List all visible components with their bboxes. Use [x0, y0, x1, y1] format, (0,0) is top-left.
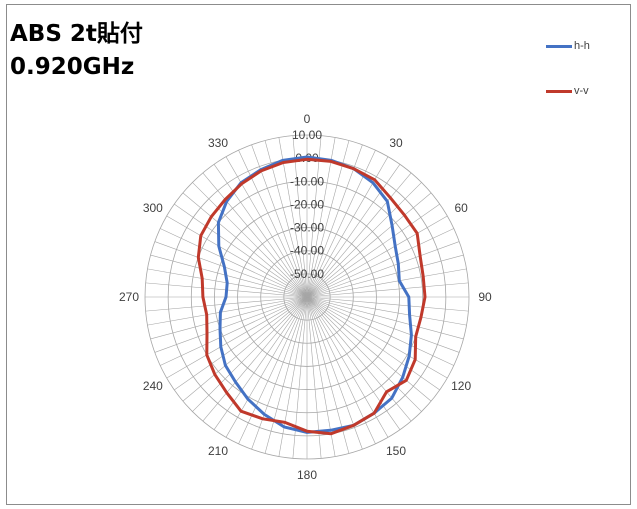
spoke-gridline	[306, 282, 469, 298]
spoke-gridline	[306, 296, 363, 450]
spoke-gridline	[174, 296, 308, 391]
angle-tick-label: 180	[297, 468, 317, 482]
radial-tick-label: -50.00	[290, 267, 324, 281]
spoke-gridline	[306, 296, 448, 379]
spoke-gridline	[160, 296, 308, 366]
spoke-gridline	[306, 215, 448, 298]
spoke-gridline	[202, 172, 308, 298]
ring-gridline	[144, 134, 470, 460]
spoke-gridline	[174, 203, 308, 298]
spoke-gridline	[147, 296, 308, 326]
spoke-gridline	[251, 296, 308, 450]
spoke-gridline	[213, 164, 308, 298]
spoke-gridline	[306, 137, 336, 298]
spoke-gridline	[306, 296, 412, 422]
spoke-gridline	[292, 296, 308, 459]
spoke-gridline	[154, 296, 308, 353]
ring-gridline	[260, 250, 354, 344]
radial-tick-label: -10.00	[290, 174, 324, 188]
angle-tick-label: 300	[143, 201, 163, 215]
chart-title-line2: 0.920GHz	[10, 54, 135, 80]
chart-title-line1: ABS 2t貼付	[10, 21, 143, 47]
ring-gridline	[237, 227, 377, 367]
legend-label-v-v: v-v	[574, 85, 589, 97]
spoke-gridline	[166, 215, 308, 298]
spoke-gridline	[182, 296, 308, 402]
spoke-gridline	[150, 254, 308, 298]
spoke-gridline	[306, 268, 467, 298]
spoke-gridline	[225, 296, 308, 438]
spoke-gridline	[264, 296, 308, 454]
spoke-gridline	[306, 192, 432, 298]
spoke-gridline	[306, 296, 454, 366]
spoke-gridline	[160, 228, 308, 298]
spoke-gridline	[292, 135, 308, 298]
spoke-gridline	[306, 296, 460, 353]
legend-item-v-v: v-v	[546, 84, 589, 98]
spoke-gridline	[306, 241, 460, 298]
spoke-gridline	[278, 137, 308, 298]
ring-gridline	[283, 273, 331, 321]
radial-tick-label: -30.00	[290, 221, 324, 235]
series-line-v-v	[196, 157, 427, 436]
spoke-gridline	[154, 241, 308, 298]
spoke-gridline	[306, 203, 440, 298]
spoke-gridline	[306, 296, 464, 340]
angle-tick-label: 330	[208, 136, 228, 150]
spoke-gridline	[306, 135, 322, 298]
spoke-gridline	[213, 296, 308, 430]
angle-tick-label: 30	[389, 136, 403, 150]
angle-tick-label: 0	[304, 112, 311, 126]
angle-tick-label: 90	[478, 290, 492, 304]
spoke-gridline	[166, 296, 308, 379]
spoke-gridline	[306, 228, 454, 298]
angle-tick-label: 120	[451, 379, 471, 393]
legend-item-h-h: h-h	[546, 39, 590, 53]
spoke-gridline	[306, 296, 322, 459]
legend-line-v-v	[546, 89, 572, 93]
spoke-gridline	[192, 182, 308, 298]
spoke-gridline	[306, 296, 469, 312]
spoke-gridline	[306, 182, 422, 298]
spoke-gridline	[278, 296, 308, 457]
angle-tick-label: 210	[208, 444, 228, 458]
angle-tick-label: 150	[386, 444, 406, 458]
spoke-gridline	[225, 156, 308, 298]
spoke-gridline	[306, 296, 401, 430]
radial-tick-label: -40.00	[290, 244, 324, 258]
spoke-gridline	[238, 150, 308, 298]
spoke-gridline	[150, 296, 308, 340]
ring-gridline	[190, 180, 424, 414]
legend-line-h-h	[546, 44, 572, 48]
angle-tick-label: 240	[143, 379, 163, 393]
legend-label-h-h: h-h	[574, 40, 590, 52]
spoke-gridline	[238, 296, 308, 444]
spoke-gridline	[306, 164, 401, 298]
spoke-gridline	[306, 296, 376, 444]
spoke-gridline	[306, 254, 464, 298]
spoke-gridline	[306, 296, 422, 412]
spoke-gridline	[306, 296, 440, 391]
spoke-gridline	[306, 296, 467, 326]
spoke-gridline	[182, 192, 308, 298]
spoke-gridline	[145, 296, 308, 312]
spoke-gridline	[202, 296, 308, 422]
radial-tick-label: -20.00	[290, 197, 324, 211]
angle-tick-label: 270	[119, 290, 139, 304]
radial-tick-label: 10.00	[292, 128, 322, 142]
ring-gridline	[214, 204, 400, 390]
spoke-gridline	[306, 296, 432, 402]
angle-tick-label: 60	[454, 201, 468, 215]
spoke-gridline	[306, 172, 412, 298]
spoke-gridline	[192, 296, 308, 412]
spoke-gridline	[306, 140, 350, 298]
